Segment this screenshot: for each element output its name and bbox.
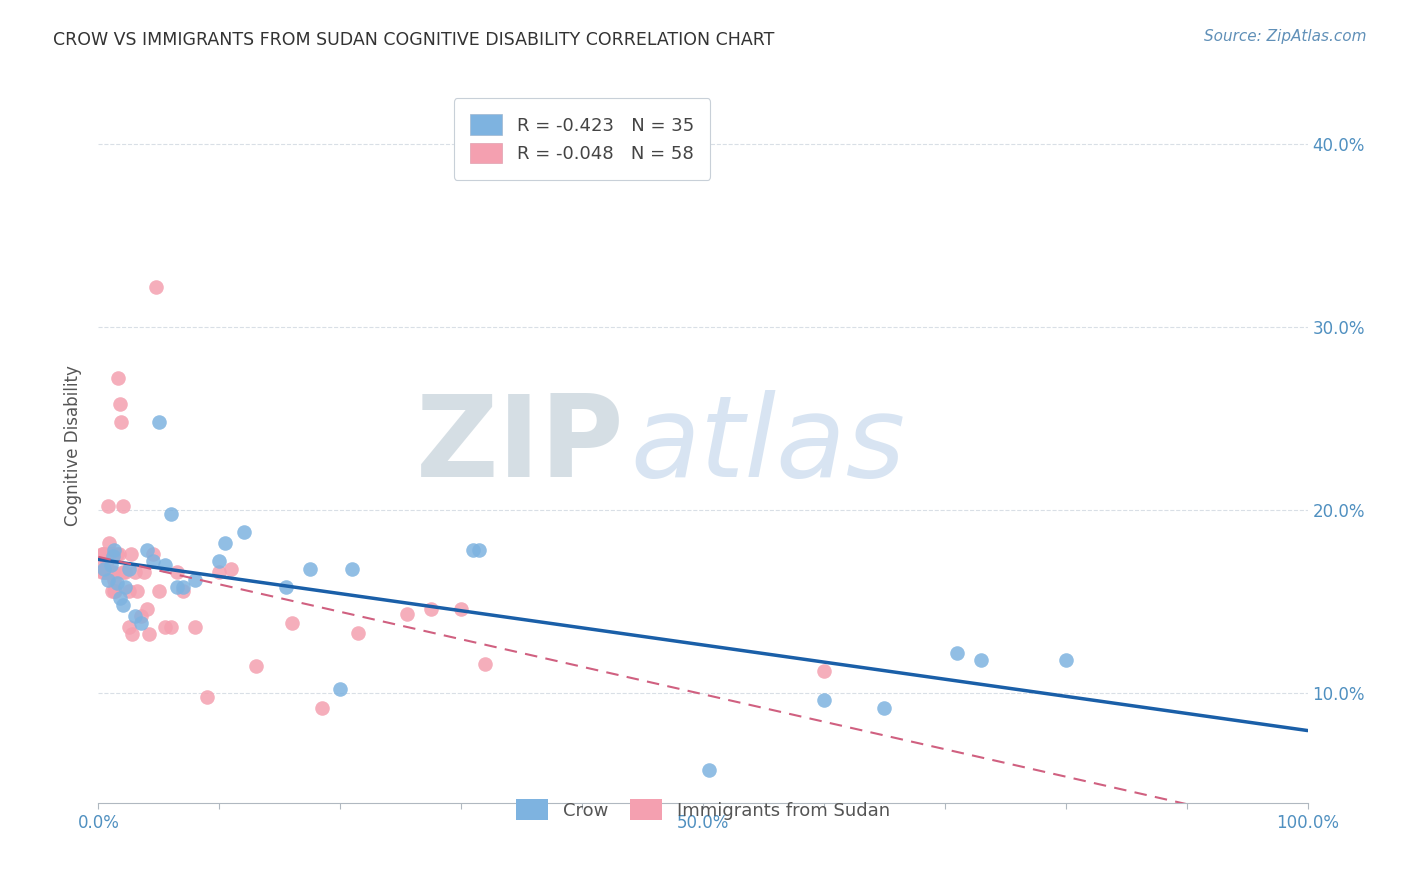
Point (221, 561, 243, 575)
Point (463, 543, 485, 558)
Point (148, 415, 170, 429)
Point (108, 591, 131, 605)
Point (124, 609, 146, 624)
Point (135, 543, 157, 558)
Point (120, 547, 142, 561)
Point (970, 653, 993, 667)
Point (813, 693, 835, 707)
Point (148, 583, 170, 598)
Point (97, 500, 120, 514)
Point (208, 554, 231, 568)
Point (172, 583, 194, 598)
Point (873, 700, 896, 714)
Point (91, 547, 114, 561)
Point (127, 583, 149, 598)
Text: atlas: atlas (630, 391, 905, 501)
Point (232, 524, 254, 539)
Point (114, 580, 136, 594)
Point (697, 763, 720, 777)
Point (96, 566, 118, 580)
Point (111, 566, 134, 580)
Point (108, 547, 131, 561)
Point (208, 566, 231, 580)
Point (142, 554, 165, 568)
Point (101, 566, 124, 580)
Point (91, 547, 114, 561)
Point (91, 566, 114, 580)
Point (103, 573, 125, 587)
Point (111, 500, 134, 514)
Point (145, 280, 167, 294)
Legend: Crow, Immigrants from Sudan: Crow, Immigrants from Sudan (499, 783, 907, 837)
Point (347, 625, 370, 640)
Point (135, 602, 157, 616)
Point (166, 580, 188, 594)
Point (100, 558, 122, 572)
Point (299, 561, 322, 575)
Point (114, 566, 136, 580)
Point (813, 664, 835, 678)
Point (214, 536, 236, 550)
Text: ZIP: ZIP (416, 391, 624, 501)
Point (105, 576, 128, 591)
Text: Source: ZipAtlas.com: Source: ZipAtlas.com (1204, 29, 1367, 44)
Point (281, 616, 304, 631)
Point (420, 602, 443, 616)
Point (100, 566, 122, 580)
Point (104, 583, 127, 598)
Text: CROW VS IMMIGRANTS FROM SUDAN COGNITIVE DISABILITY CORRELATION CHART: CROW VS IMMIGRANTS FROM SUDAN COGNITIVE … (53, 31, 775, 49)
Point (118, 583, 141, 598)
Point (96, 554, 118, 568)
Point (101, 549, 124, 563)
Point (101, 547, 124, 561)
Point (1054, 653, 1077, 667)
Point (274, 580, 297, 594)
Point (118, 620, 141, 634)
Point (111, 598, 134, 612)
Point (172, 580, 194, 594)
Point (118, 561, 141, 575)
Point (142, 547, 165, 561)
Point (129, 616, 152, 631)
Point (108, 397, 131, 411)
Point (160, 507, 183, 521)
Point (94, 566, 117, 580)
Point (468, 543, 491, 558)
Point (329, 682, 352, 697)
Point (100, 583, 122, 598)
Point (97, 547, 120, 561)
Point (103, 543, 125, 558)
Point (107, 371, 129, 385)
Point (98, 536, 121, 550)
Point (93, 561, 115, 575)
Y-axis label: Cognitive Disability: Cognitive Disability (65, 366, 83, 526)
Point (97, 573, 120, 587)
Point (153, 558, 176, 572)
Point (450, 602, 472, 616)
Point (160, 620, 183, 634)
Point (105, 547, 128, 561)
Point (134, 566, 156, 580)
Point (342, 561, 364, 575)
Point (129, 609, 152, 624)
Point (474, 657, 496, 671)
Point (311, 700, 333, 714)
Point (138, 627, 160, 641)
Point (195, 690, 218, 704)
Point (946, 646, 969, 660)
Point (166, 566, 188, 580)
Point (93, 547, 115, 561)
Point (93, 566, 115, 580)
Point (121, 627, 143, 641)
Point (184, 573, 207, 587)
Point (100, 547, 122, 561)
Point (184, 620, 207, 634)
Point (103, 583, 125, 598)
Point (124, 566, 146, 580)
Point (153, 620, 176, 634)
Point (395, 607, 418, 622)
Point (245, 658, 267, 673)
Point (90, 554, 112, 568)
Point (110, 415, 132, 429)
